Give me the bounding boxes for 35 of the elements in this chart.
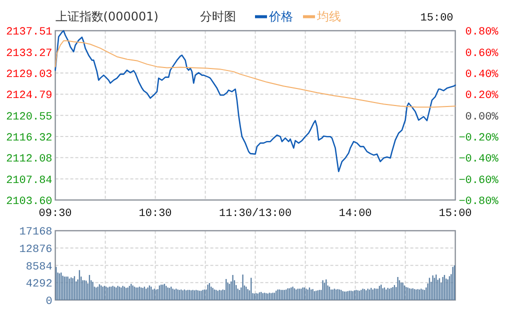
y2-tick-label: −0.20% (458, 132, 499, 145)
y-tick-label: 8584 (26, 261, 53, 274)
text: 15:00 (420, 12, 454, 25)
y2-tick-label: −0.80% (458, 196, 499, 208)
y-tick-label: 2112.08 (6, 154, 52, 166)
y2-tick-label: 0.80% (465, 26, 499, 39)
y-tick-label: 17168 (19, 226, 52, 239)
y-tick-label: 12876 (19, 244, 52, 256)
y-tick-label: 2137.51 (6, 26, 53, 39)
x-tick-label: 15:00 (438, 208, 472, 220)
y2-tick-label: −0.60% (458, 174, 499, 187)
y-tick-label: 2116.32 (6, 132, 52, 144)
y-tick-label: 2107.84 (6, 174, 53, 187)
y2-tick-label: 0.40% (465, 69, 499, 82)
x-tick-label: 10:30 (138, 208, 172, 220)
x-tick-label: 14:00 (338, 208, 372, 220)
y2-tick-label: −0.40% (458, 154, 499, 166)
y-tick-label: 2129.03 (6, 69, 52, 82)
y2-tick-label: 0.60% (465, 48, 499, 60)
y2-tick-label: 0.00% (465, 111, 499, 124)
y2-tick-label: 0.20% (465, 90, 499, 102)
line-series (54, 40, 456, 108)
line-series (54, 30, 456, 172)
y-tick-label: 0 (46, 296, 52, 308)
legend-label: 价格 (268, 10, 293, 24)
legend-label: 均线 (316, 10, 341, 24)
x-tick-label: 11:30/13:00 (218, 208, 292, 220)
chart-title: 上证指数(000001) (55, 10, 158, 24)
y-tick-label: 2133.27 (6, 48, 52, 60)
y-tick-label: 2124.79 (6, 90, 52, 102)
y-tick-label: 2120.55 (6, 111, 52, 124)
y-tick-label: 2103.60 (6, 196, 52, 208)
y-tick-label: 4292 (26, 278, 52, 291)
chart-subtitle: 分时图 (200, 10, 236, 24)
x-tick-label: 09:30 (38, 208, 72, 220)
